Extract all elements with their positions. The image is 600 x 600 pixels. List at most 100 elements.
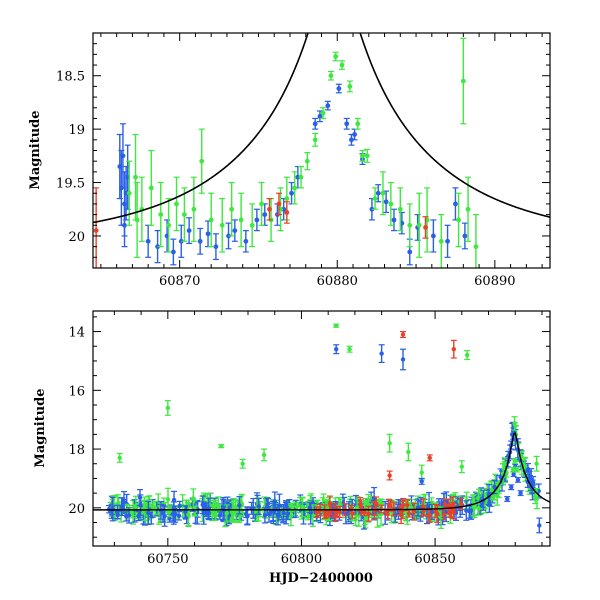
data-point [383,508,390,516]
data-point [325,510,332,518]
top-panel: 60870 60880 60890 18.5 19 19.5 20 Magnitude [28,32,551,289]
y-tick-label: 16 [68,384,85,399]
data-point [455,192,462,248]
top-ticks: 60870 60880 60890 18.5 19 19.5 20 [56,32,550,289]
data-point [416,192,423,258]
data-point [137,494,144,516]
data-point [291,171,298,205]
bottom-ticks: 60750 60800 60850 14 16 18 20 [68,311,550,567]
data-point [386,433,393,453]
data-point [253,208,260,232]
data-point [225,222,232,250]
data-point [145,500,152,526]
data-point [346,80,353,93]
data-point [348,133,355,146]
data-point [261,203,268,226]
data-point [236,496,243,515]
data-point [373,496,380,512]
data-point [157,181,164,248]
data-point [208,192,215,248]
bottom-panel: 60750 60800 60850 14 16 18 20 Magnitude HJD−24… [33,310,551,586]
data-point [501,457,508,471]
data-point [432,503,439,519]
data-point [450,501,457,520]
data-point [198,128,205,194]
data-point [175,511,182,521]
data-point [283,201,290,224]
data-point [428,503,435,521]
data-point [400,348,407,371]
data-point [172,505,179,523]
y-tick-label: 14 [68,326,85,341]
data-point [513,466,520,473]
data-point [154,230,161,264]
data-point [359,149,366,162]
data-point [181,187,188,242]
data-point [280,503,287,522]
bottom-x-axis-title: HJD−2400000 [269,571,373,586]
data-point [255,497,262,515]
data-point [333,344,340,355]
data-point [511,416,518,431]
data-point [470,494,477,509]
data-point [312,132,319,147]
data-point [186,217,193,245]
data-point [458,497,465,511]
data-point [313,506,320,519]
data-point [229,501,236,523]
data-point [364,148,371,163]
data-point [316,110,323,123]
data-point [238,192,245,248]
data-point [444,224,451,258]
data-point [304,152,311,171]
data-point [170,238,177,266]
x-tick-label: 60880 [317,274,358,289]
data-point [114,510,121,520]
data-point [375,184,382,203]
data-point [386,470,393,481]
data-point [148,149,155,226]
y-tick-label: 19 [68,123,85,138]
data-point [288,181,295,205]
data-point [132,495,139,517]
data-point [275,192,282,216]
data-point [120,490,127,513]
data-point [517,490,524,497]
data-point [336,505,343,519]
data-point [400,330,407,339]
data-point [418,464,425,481]
data-point [400,497,407,512]
data-point [261,448,268,462]
data-point [219,197,226,253]
data-point [212,233,219,261]
data-point [504,496,511,502]
data-point [312,117,319,130]
data-point [228,181,235,237]
data-point [461,222,468,250]
data-point [299,496,306,518]
x-tick-label: 60750 [147,552,188,567]
data-point [372,187,379,210]
data-point [93,187,100,268]
data-point [422,216,429,239]
data-point [383,190,390,214]
data-point [390,208,397,232]
data-point [116,452,123,463]
data-point [322,511,329,519]
data-point [420,498,427,517]
data-point [276,493,283,518]
y-tick-label: 20 [68,502,85,517]
data-point [418,477,425,485]
data-point [404,499,411,511]
data-point [465,176,472,242]
data-point [511,457,518,464]
data-point [430,219,437,253]
data-point [332,51,339,62]
data-point [508,484,515,491]
top-plot-frame [92,32,551,269]
data-point [378,344,385,364]
bottom-model-curve [93,432,550,511]
data-point [231,219,238,242]
y-tick-label: 20 [68,230,85,245]
data-point [134,181,141,258]
